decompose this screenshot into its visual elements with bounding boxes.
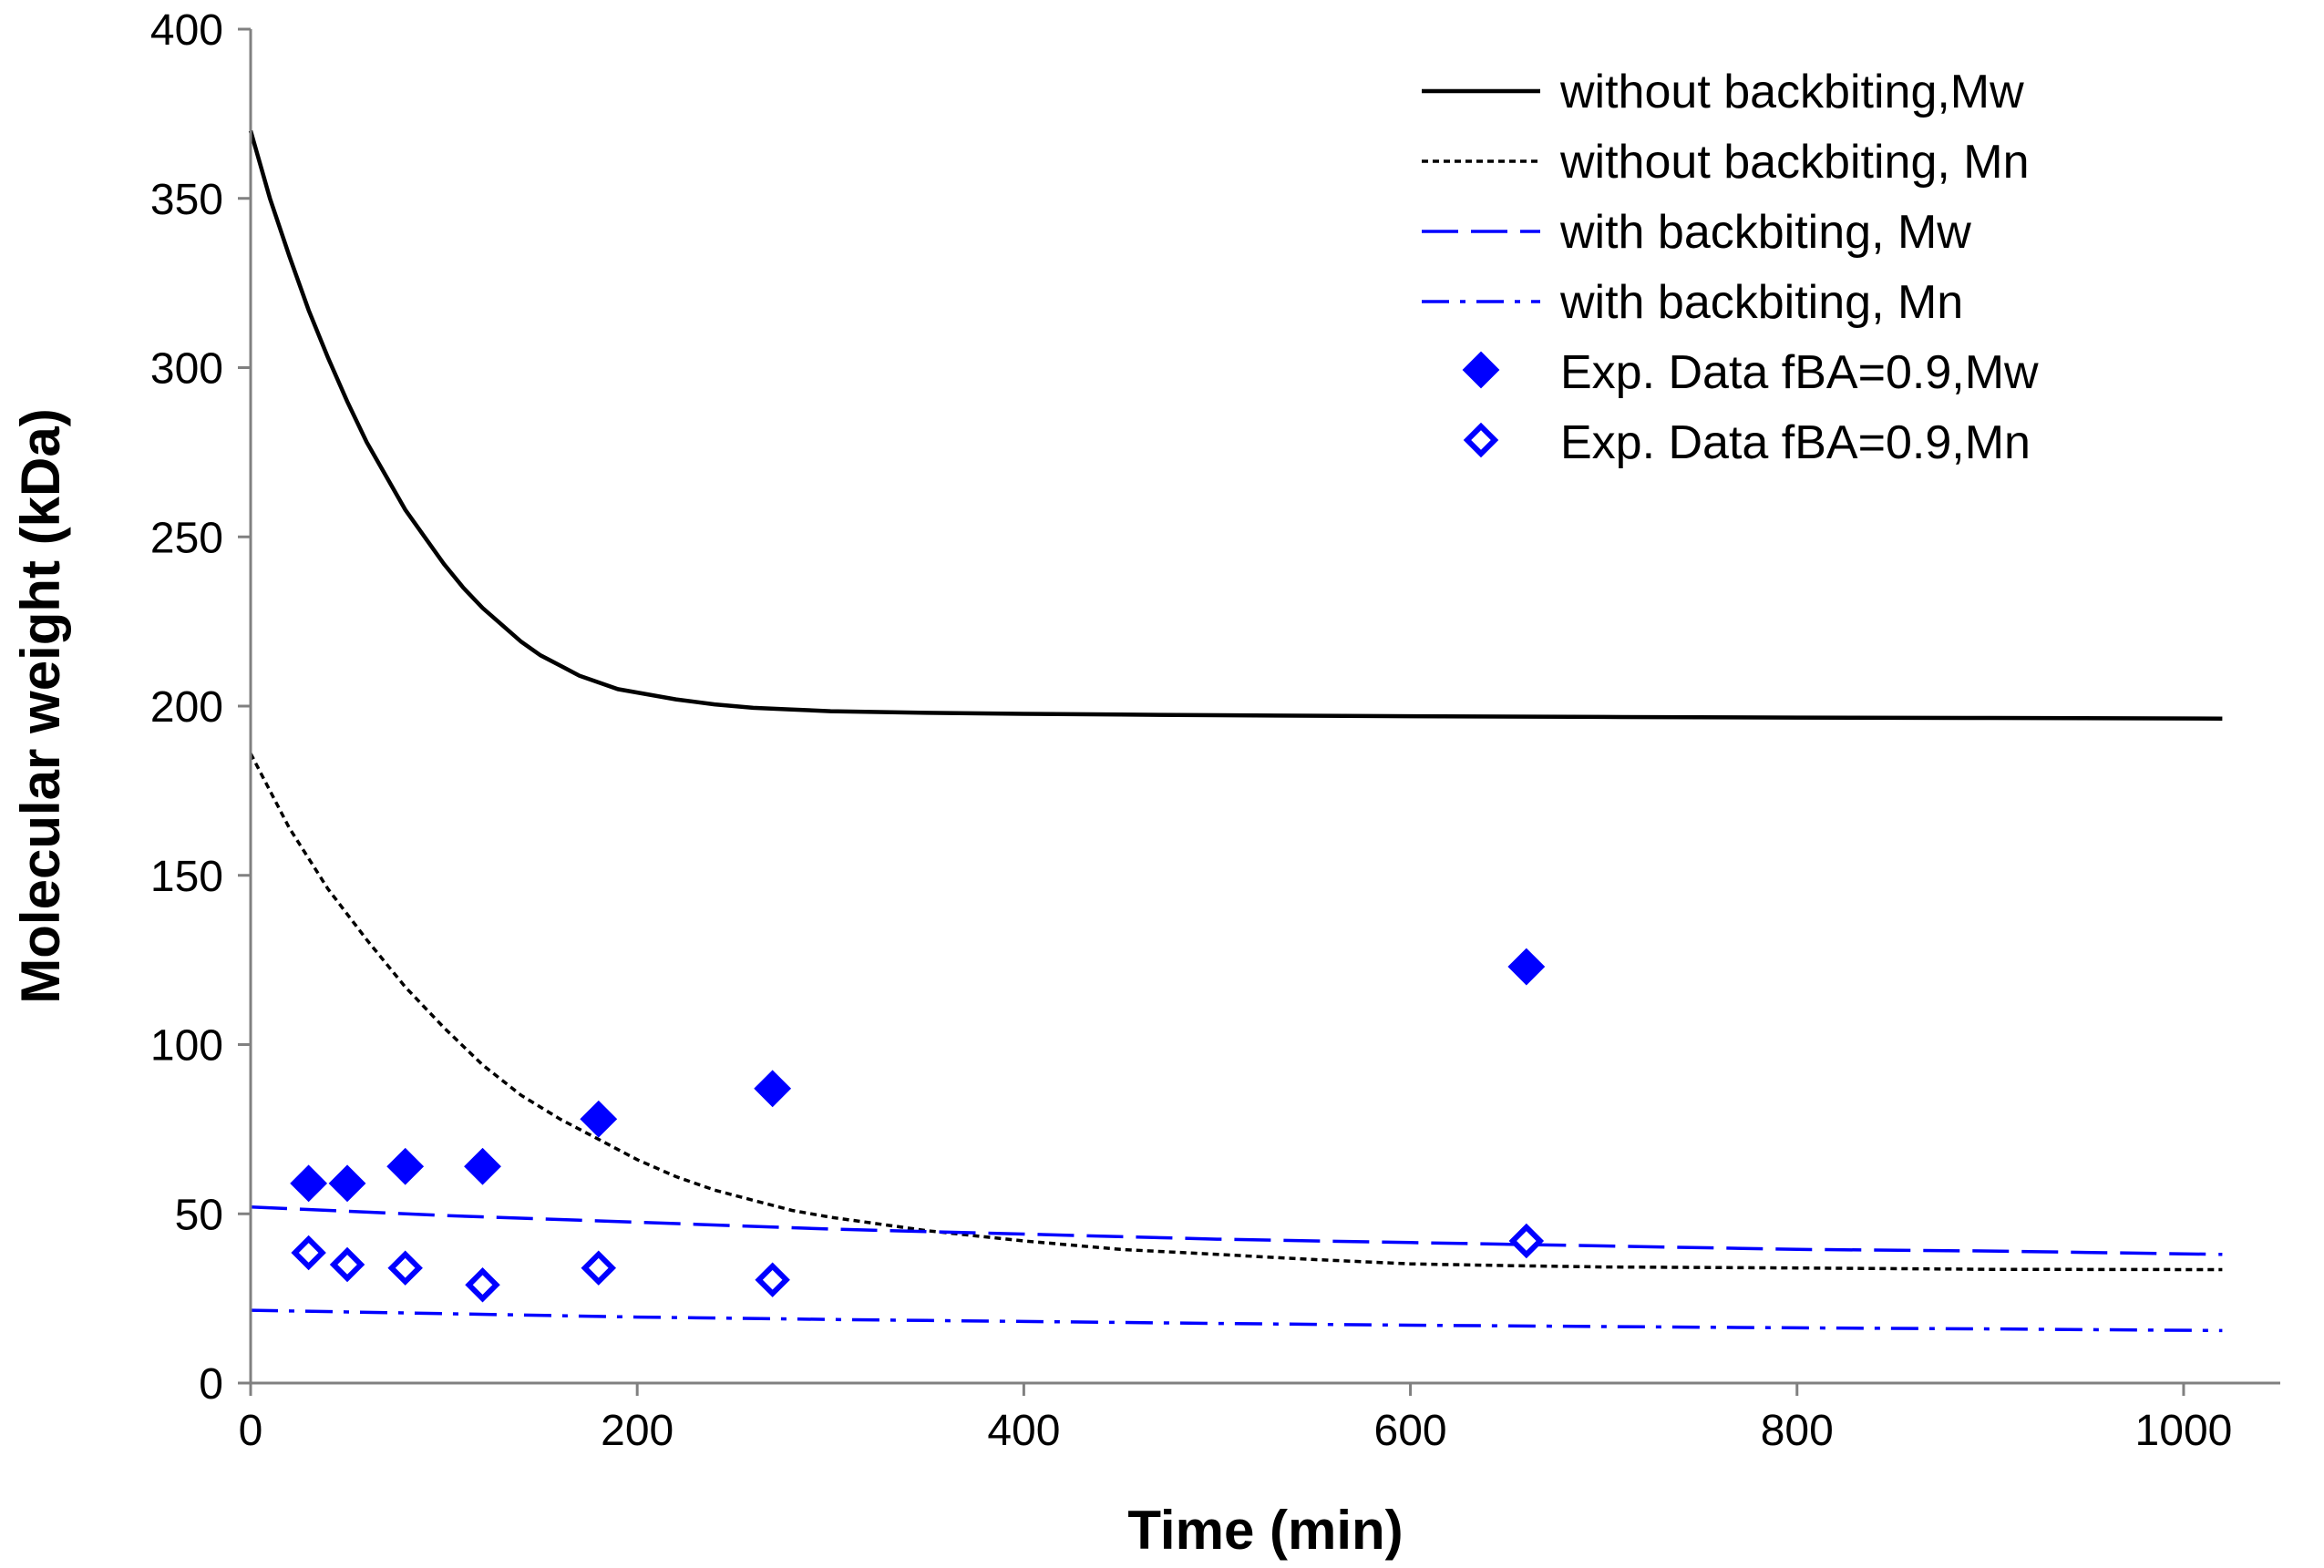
legend-swatch-4 (1462, 351, 1500, 389)
series-line-0 (248, 129, 2223, 721)
data-point-mw (580, 1100, 618, 1138)
legend: without backbiting,Mw without backbiting,… (1422, 66, 2039, 469)
x-axis-title: Time (min) (1127, 1500, 1403, 1561)
data-point-mw (1507, 948, 1546, 986)
series-line-1 (249, 753, 2223, 1272)
series-layer (248, 129, 2223, 1333)
legend-label-3: with backbiting, Mn (1559, 276, 1963, 329)
data-point-mw (290, 1164, 328, 1203)
legend-label-0: without backbiting,Mw (1559, 66, 2024, 118)
data-point-mn (291, 1235, 326, 1271)
data-point-mn (755, 1262, 790, 1297)
y-tick-label: 50 (175, 1191, 223, 1239)
data-point-mw (328, 1164, 366, 1203)
y-tick-label: 0 (199, 1360, 223, 1409)
data-point-mw (386, 1147, 425, 1185)
y-tick-label: 100 (150, 1022, 223, 1071)
legend-label-4: Exp. Data fBA=0.9,Mw (1560, 346, 2039, 399)
series-line-3 (250, 1308, 2223, 1333)
axes-layer (249, 29, 2280, 1385)
y-tick-label: 400 (150, 6, 223, 55)
x-tick-label: 400 (987, 1407, 1060, 1455)
data-point-mw (464, 1147, 501, 1185)
legend-swatch-5 (1463, 422, 1499, 458)
data-point-mw (754, 1070, 792, 1108)
y-tick-label: 350 (150, 176, 223, 224)
legend-label-2: with backbiting, Mw (1559, 206, 1971, 259)
data-point-mn (581, 1250, 617, 1286)
y-tick-label: 300 (150, 345, 223, 394)
x-tick-label: 200 (601, 1407, 674, 1455)
data-point-mn (465, 1267, 500, 1303)
x-tick-label: 1000 (2135, 1407, 2233, 1455)
x-tick-label: 600 (1374, 1407, 1447, 1455)
legend-label-1: without backbiting, Mn (1559, 136, 2030, 189)
ticks-layer: 0 50 100 150 200 250 300 350 400 0 200 400 600 800 100… (150, 6, 2232, 1455)
data-point-mn (1508, 1223, 1545, 1259)
x-tick-label: 0 (239, 1407, 263, 1455)
y-tick-label: 200 (150, 683, 223, 732)
x-tick-label: 800 (1761, 1407, 1834, 1455)
data-point-mn (329, 1246, 365, 1283)
y-tick-label: 150 (150, 853, 223, 901)
y-axis-title: Molecular weight (kDa) (10, 408, 71, 1003)
y-tick-label: 250 (150, 514, 223, 562)
series-line-2 (250, 1205, 2223, 1256)
data-point-mn (387, 1250, 423, 1286)
legend-label-5: Exp. Data fBA=0.9,Mn (1560, 416, 2031, 469)
